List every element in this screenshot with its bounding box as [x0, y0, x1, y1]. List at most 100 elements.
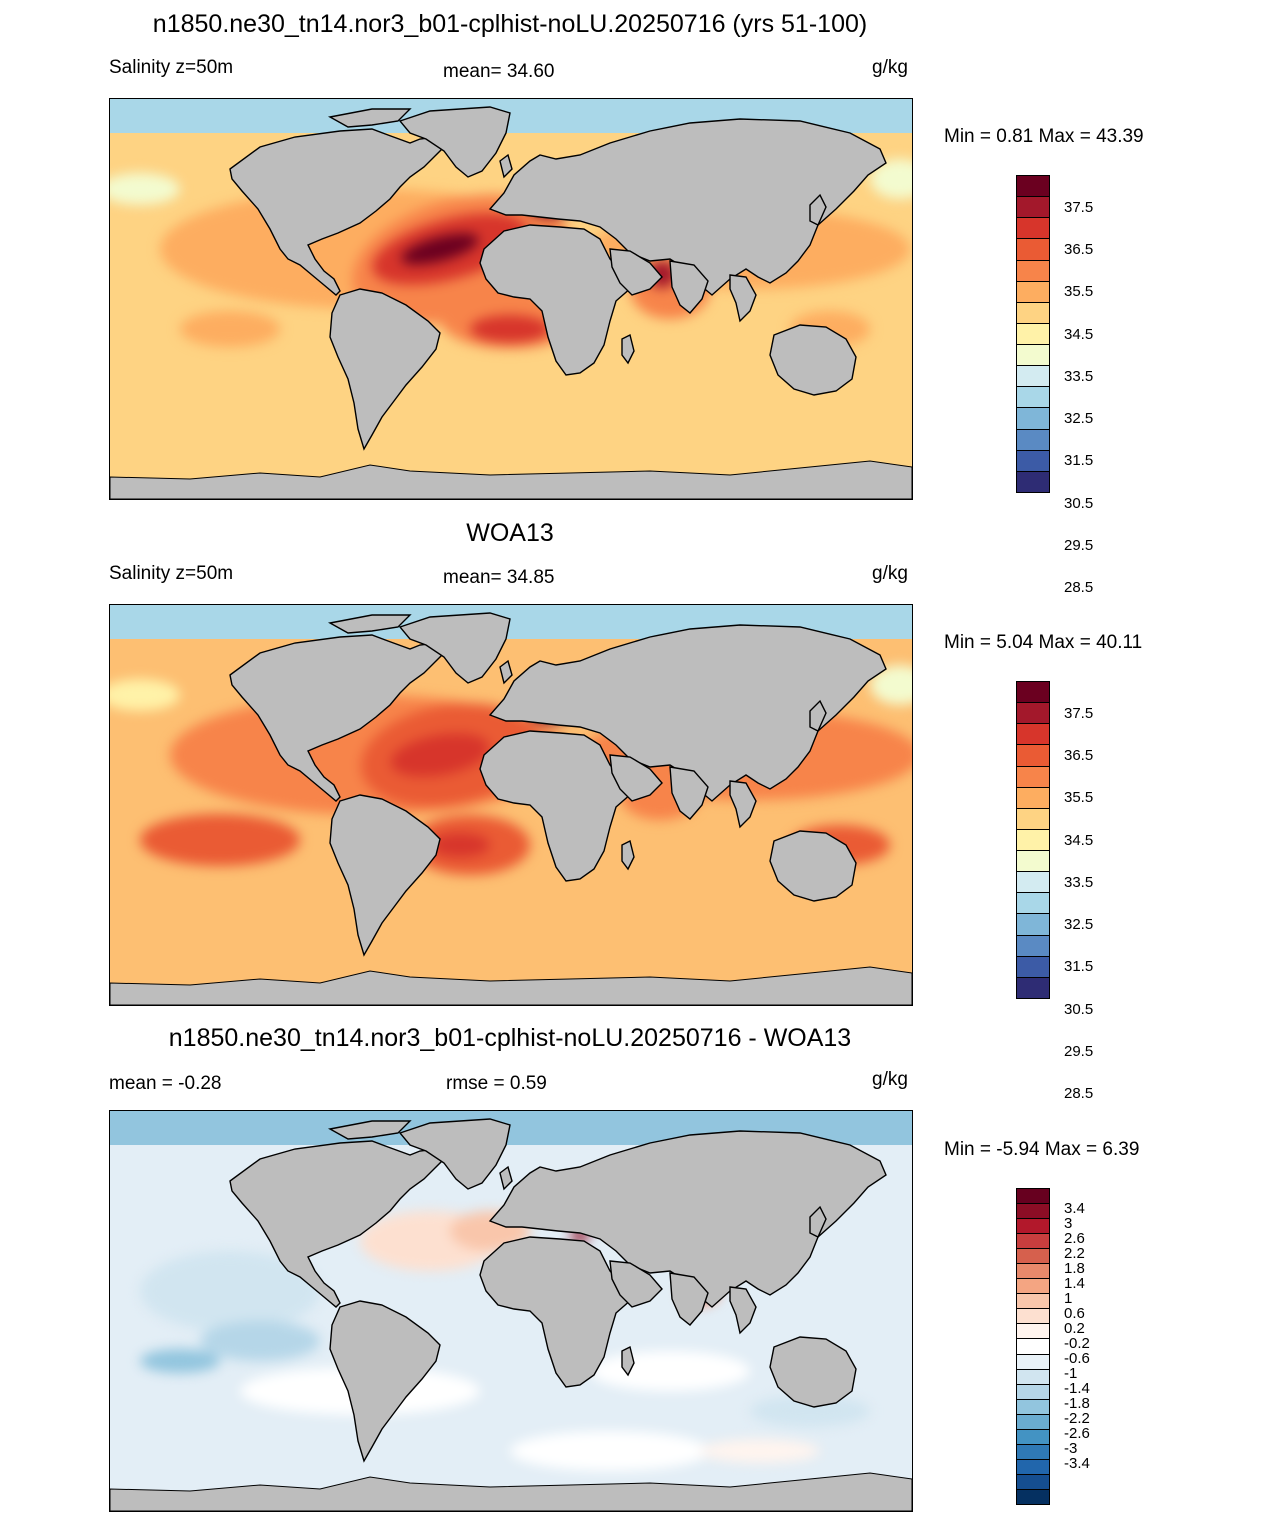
- land-antarctica: [110, 460, 912, 499]
- colorbar-label: 34.5: [1064, 831, 1094, 849]
- colorbar-box: [1016, 807, 1050, 830]
- colorbar-box: [1016, 1248, 1050, 1265]
- land-southAmerica: [329, 288, 441, 451]
- colorbar-label: 29.5: [1064, 536, 1094, 554]
- land-madagascar: [621, 333, 635, 365]
- colorbar-box: [1016, 1368, 1050, 1385]
- colorbar-label: 34.5: [1064, 325, 1094, 343]
- land-africa: [479, 224, 633, 376]
- colorbar-box: [1016, 850, 1050, 873]
- colorbar-label: 3.4: [1064, 1199, 1085, 1217]
- colorbar-box: [1016, 344, 1050, 367]
- colorbar-box: [1016, 407, 1050, 430]
- land-africa: [479, 1236, 633, 1388]
- panel-1-units-label: g/kg: [872, 57, 908, 78]
- colorbar-box: [1016, 955, 1050, 978]
- colorbar-label: 32.5: [1064, 916, 1094, 934]
- panel-3-title: n1850.ne30_tn14.nor3_b01-cplhist-noLU.20…: [168, 1024, 852, 1052]
- land-northAmerica: [229, 1140, 448, 1308]
- colorbar-label: 28.5: [1064, 579, 1094, 597]
- land-southAmerica: [329, 794, 441, 957]
- colorbar-box: [1016, 976, 1050, 999]
- colorbar-box: [1016, 217, 1050, 240]
- colorbar-label: 3: [1064, 1214, 1073, 1232]
- colorbar-label: 33.5: [1064, 873, 1094, 891]
- land-arabia: [609, 754, 663, 802]
- land-australia: [769, 830, 857, 902]
- colorbar-box: [1016, 1263, 1050, 1280]
- land-uk: [499, 153, 513, 179]
- colorbar-box: [1016, 1428, 1050, 1445]
- colorbar-label: 28.5: [1064, 1085, 1094, 1103]
- land-africa: [479, 730, 633, 882]
- land-india: [669, 1272, 709, 1326]
- colorbar-box: [1016, 828, 1050, 852]
- land-uk: [499, 659, 513, 685]
- panel-2-map: [109, 604, 913, 1006]
- colorbar-box: [1016, 744, 1050, 767]
- colorbar-box: [1016, 1413, 1050, 1430]
- colorbar-box: [1016, 871, 1050, 894]
- colorbar-label: 2.2: [1064, 1244, 1085, 1262]
- colorbar-box: [1016, 1473, 1050, 1490]
- colorbar-label: 36.5: [1064, 240, 1094, 258]
- colorbar-box: [1016, 1383, 1050, 1400]
- panel-1-colorbar: 37.5 36.5 35.5 34.5 33.5 32.5 31.5 30.5 29.5 28.5: [1016, 175, 1093, 595]
- panel-2-minmax: Min = 5.04 Max = 40.11: [944, 632, 1143, 653]
- colorbar-box: [1016, 428, 1050, 451]
- panel-1-title: n1850.ne30_tn14.nor3_b01-cplhist-noLU.20…: [152, 10, 868, 38]
- colorbar-box: [1016, 1308, 1050, 1325]
- land-madagascar: [621, 839, 635, 871]
- colorbar-box: [1016, 1218, 1050, 1235]
- colorbar-label: 35.5: [1064, 789, 1094, 807]
- colorbar-box: [1016, 175, 1050, 198]
- panel-3-colorbar: 3.4 3 2.6 2.2 1.8 1.4 1 0.6 0.2 -0.2 -0.6 -1 -1.4 -1.…: [1016, 1188, 1090, 1505]
- colorbar-label: 29.5: [1064, 1042, 1094, 1060]
- colorbar-box: [1016, 786, 1050, 809]
- colorbar-box: [1016, 913, 1050, 936]
- colorbar-label: -3.4: [1064, 1455, 1090, 1473]
- panel-1-variable-label: Salinity z=50m: [109, 57, 234, 78]
- colorbar-box: [1016, 934, 1050, 957]
- panel-1-map: [109, 98, 913, 500]
- land-northAmerica: [229, 634, 448, 802]
- colorbar-label: -2.2: [1064, 1410, 1090, 1428]
- land-greenland: [398, 1118, 511, 1190]
- land-greenland: [398, 106, 511, 178]
- colorbar-box: [1016, 1293, 1050, 1310]
- land-japan: [809, 699, 827, 732]
- land-arabia: [609, 1260, 663, 1308]
- colorbar-box: [1016, 470, 1050, 493]
- colorbar-box: [1016, 723, 1050, 746]
- colorbar-box: [1016, 301, 1050, 324]
- land-indochina: [729, 780, 757, 829]
- panel-3-map: [109, 1110, 913, 1512]
- land-australia: [769, 324, 857, 396]
- colorbar-label: -3: [1064, 1440, 1078, 1458]
- colorbar-box: [1016, 1443, 1050, 1460]
- colorbar-label: 37.5: [1064, 198, 1094, 216]
- colorbar-box: [1016, 1353, 1050, 1370]
- land-india: [669, 766, 709, 820]
- colorbar-box: [1016, 1488, 1050, 1505]
- colorbar-label: 0.6: [1064, 1304, 1085, 1322]
- colorbar-box: [1016, 1203, 1050, 1220]
- land-eurasia: [488, 118, 887, 296]
- panel-2-units-label: g/kg: [872, 563, 908, 584]
- panel-3-mean-label: mean = -0.28: [109, 1073, 222, 1094]
- colorbar-label: 0.2: [1064, 1319, 1085, 1337]
- land-eurasia: [488, 1130, 887, 1308]
- panel-1-mean-label: mean= 34.60: [443, 61, 555, 82]
- land-greenland: [398, 612, 511, 684]
- land-antarctica: [110, 966, 912, 1005]
- colorbar-label: 35.5: [1064, 283, 1094, 301]
- colorbar-label: 2.6: [1064, 1229, 1085, 1247]
- colorbar-box: [1016, 702, 1050, 725]
- land-arabia: [609, 248, 663, 296]
- colorbar-box: [1016, 322, 1050, 346]
- colorbar-box: [1016, 386, 1050, 409]
- land-canadaIslands: [327, 614, 412, 634]
- colorbar-box: [1016, 365, 1050, 388]
- colorbar-box: [1016, 1278, 1050, 1295]
- colorbar-box: [1016, 259, 1050, 282]
